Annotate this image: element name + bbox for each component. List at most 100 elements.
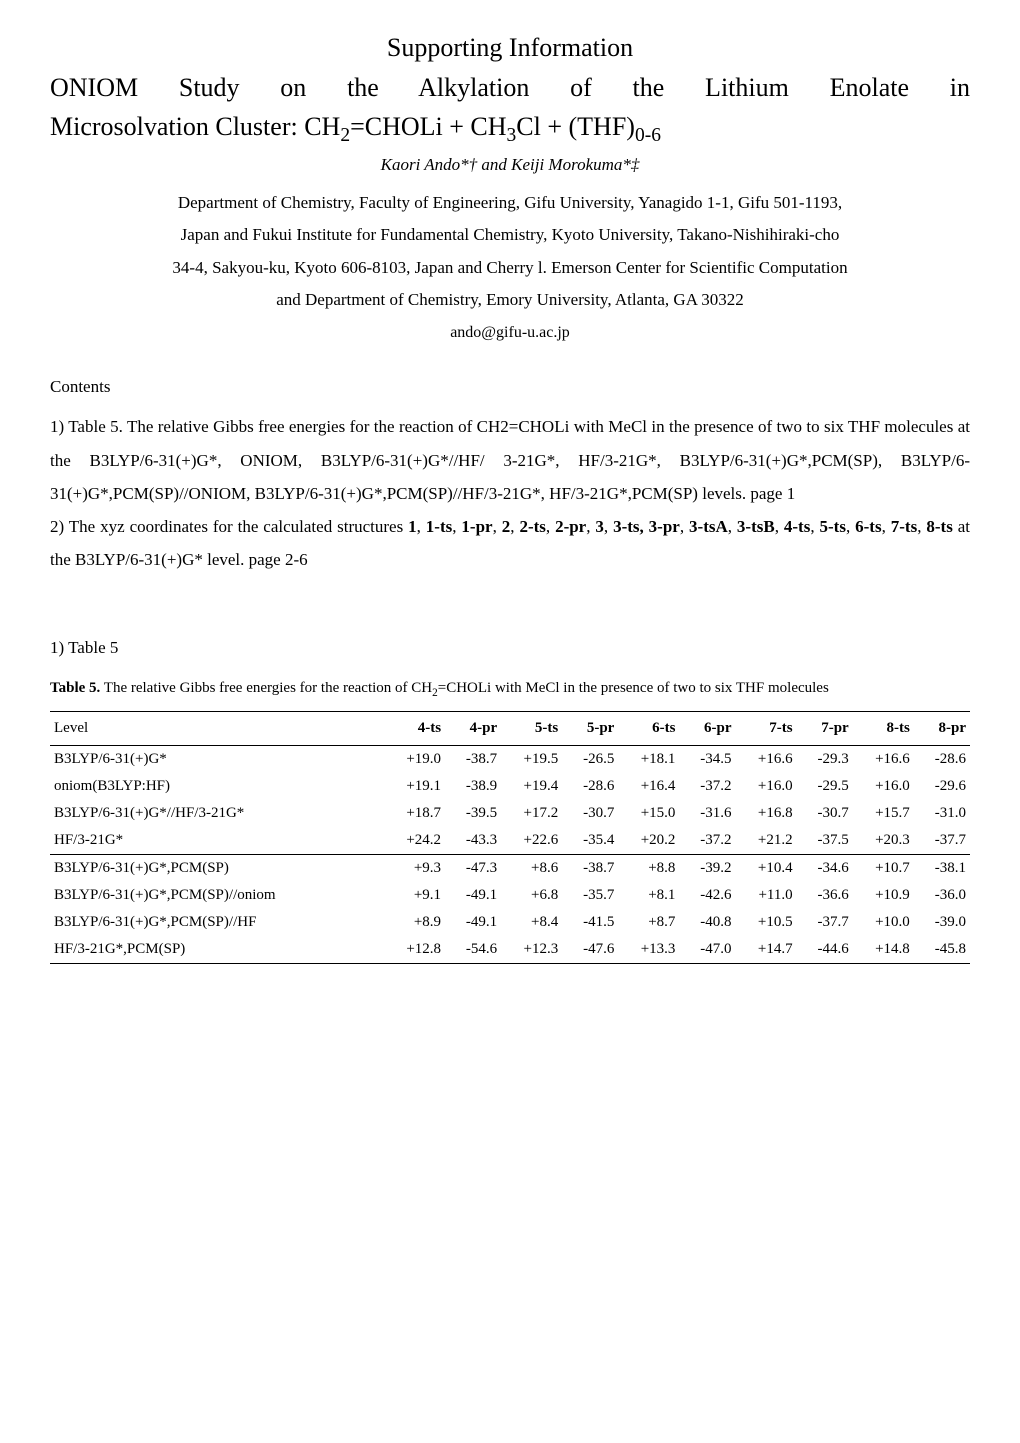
cell-value: +6.8: [501, 882, 562, 909]
row-label: B3LYP/6-31(+)G*,PCM(SP)//HF: [50, 909, 384, 936]
text: ,: [680, 517, 689, 536]
col-header: 5-ts: [501, 712, 562, 746]
cell-value: -36.6: [797, 882, 853, 909]
structure-label: 3-ts, 3-pr: [613, 517, 680, 536]
cell-value: -43.3: [445, 827, 501, 855]
cell-value: +10.9: [853, 882, 914, 909]
contents-heading: Contents: [50, 375, 970, 399]
cell-value: -34.5: [679, 746, 735, 774]
cell-value: +17.2: [501, 800, 562, 827]
cell-value: -49.1: [445, 882, 501, 909]
row-label: oniom(B3LYP:HF): [50, 773, 384, 800]
cell-value: +16.0: [853, 773, 914, 800]
cell-value: -34.6: [797, 855, 853, 883]
table-row: HF/3-21G*,PCM(SP)+12.8-54.6+12.3-47.6+13…: [50, 936, 970, 964]
col-header: 7-pr: [797, 712, 853, 746]
title-subscript: 0-6: [635, 125, 661, 146]
cell-value: -47.6: [562, 936, 618, 964]
cell-value: +10.7: [853, 855, 914, 883]
structure-label: 3-tsB: [737, 517, 775, 536]
table-row: HF/3-21G*+24.2-43.3+22.6-35.4+20.2-37.2+…: [50, 827, 970, 855]
cell-value: +19.0: [384, 746, 445, 774]
cell-value: +16.6: [853, 746, 914, 774]
cell-value: +12.8: [384, 936, 445, 964]
cell-value: -40.8: [679, 909, 735, 936]
cell-value: +22.6: [501, 827, 562, 855]
text: ,: [546, 517, 555, 536]
cell-value: -30.7: [562, 800, 618, 827]
cell-value: -31.0: [914, 800, 970, 827]
text: ,: [917, 517, 926, 536]
row-label: HF/3-21G*: [50, 827, 384, 855]
table-header-row: Level 4-ts 4-pr 5-ts 5-pr 6-ts 6-pr 7-ts…: [50, 712, 970, 746]
table-row: oniom(B3LYP:HF)+19.1-38.9+19.4-28.6+16.4…: [50, 773, 970, 800]
text: ,: [846, 517, 855, 536]
text: ,: [417, 517, 426, 536]
cell-value: -44.6: [797, 936, 853, 964]
cell-value: +10.5: [736, 909, 797, 936]
cell-value: +12.3: [501, 936, 562, 964]
cell-value: +10.4: [736, 855, 797, 883]
table-caption-text: =CHOLi with MeCl in the presence of two …: [438, 680, 829, 696]
cell-value: -37.7: [914, 827, 970, 855]
table-section-heading: 1) Table 5: [50, 636, 970, 660]
data-table: Level 4-ts 4-pr 5-ts 5-pr 6-ts 6-pr 7-ts…: [50, 711, 970, 964]
structure-label: 1-pr: [461, 517, 492, 536]
cell-value: -39.0: [914, 909, 970, 936]
cell-value: +9.3: [384, 855, 445, 883]
text: ,: [775, 517, 784, 536]
text: ,: [882, 517, 891, 536]
cell-value: +18.7: [384, 800, 445, 827]
col-header: 7-ts: [736, 712, 797, 746]
affiliation-line: 34-4, Sakyou-ku, Kyoto 606-8103, Japan a…: [50, 252, 970, 284]
cell-value: +16.8: [736, 800, 797, 827]
structure-label: 2-ts: [519, 517, 545, 536]
cell-value: -30.7: [797, 800, 853, 827]
cell-value: +8.4: [501, 909, 562, 936]
affiliation-line: Japan and Fukui Institute for Fundamenta…: [50, 219, 970, 251]
cell-value: -37.2: [679, 773, 735, 800]
table-row: B3LYP/6-31(+)G*,PCM(SP)//oniom+9.1-49.1+…: [50, 882, 970, 909]
cell-value: +20.3: [853, 827, 914, 855]
cell-value: -47.3: [445, 855, 501, 883]
cell-value: -35.4: [562, 827, 618, 855]
cell-value: +14.7: [736, 936, 797, 964]
title-subscript: 3: [507, 125, 517, 146]
cell-value: +11.0: [736, 882, 797, 909]
affiliation-line: and Department of Chemistry, Emory Unive…: [50, 284, 970, 316]
cell-value: +16.6: [736, 746, 797, 774]
cell-value: +8.1: [618, 882, 679, 909]
table-row: B3LYP/6-31(+)G*//HF/3-21G*+18.7-39.5+17.…: [50, 800, 970, 827]
structure-label: 3: [595, 517, 604, 536]
col-header: 5-pr: [562, 712, 618, 746]
row-label: B3LYP/6-31(+)G*//HF/3-21G*: [50, 800, 384, 827]
cell-value: +21.2: [736, 827, 797, 855]
cell-value: +13.3: [618, 936, 679, 964]
cell-value: -54.6: [445, 936, 501, 964]
cell-value: -29.6: [914, 773, 970, 800]
structure-label: 3-tsA: [689, 517, 728, 536]
structure-label: 7-ts: [891, 517, 917, 536]
cell-value: +8.9: [384, 909, 445, 936]
authors-line: Kaori Ando*† and Keiji Morokuma*‡: [50, 153, 970, 177]
cell-value: +19.5: [501, 746, 562, 774]
table-row: B3LYP/6-31(+)G*,PCM(SP)//HF+8.9-49.1+8.4…: [50, 909, 970, 936]
col-header: 6-pr: [679, 712, 735, 746]
cell-value: +20.2: [618, 827, 679, 855]
table-caption-label: Table 5.: [50, 680, 100, 696]
structure-label: 2-pr: [555, 517, 586, 536]
structure-label: 1-ts: [426, 517, 452, 536]
cell-value: -39.2: [679, 855, 735, 883]
cell-value: -39.5: [445, 800, 501, 827]
cell-value: -35.7: [562, 882, 618, 909]
contents-item-2: 2) The xyz coordinates for the calculate…: [50, 510, 970, 576]
text: 2) The xyz coordinates for the calculate…: [50, 517, 408, 536]
cell-value: -28.6: [914, 746, 970, 774]
cell-value: -37.2: [679, 827, 735, 855]
cell-value: -38.1: [914, 855, 970, 883]
cell-value: +9.1: [384, 882, 445, 909]
cell-value: -45.8: [914, 936, 970, 964]
cell-value: -36.0: [914, 882, 970, 909]
cell-value: -26.5: [562, 746, 618, 774]
col-header: 4-ts: [384, 712, 445, 746]
